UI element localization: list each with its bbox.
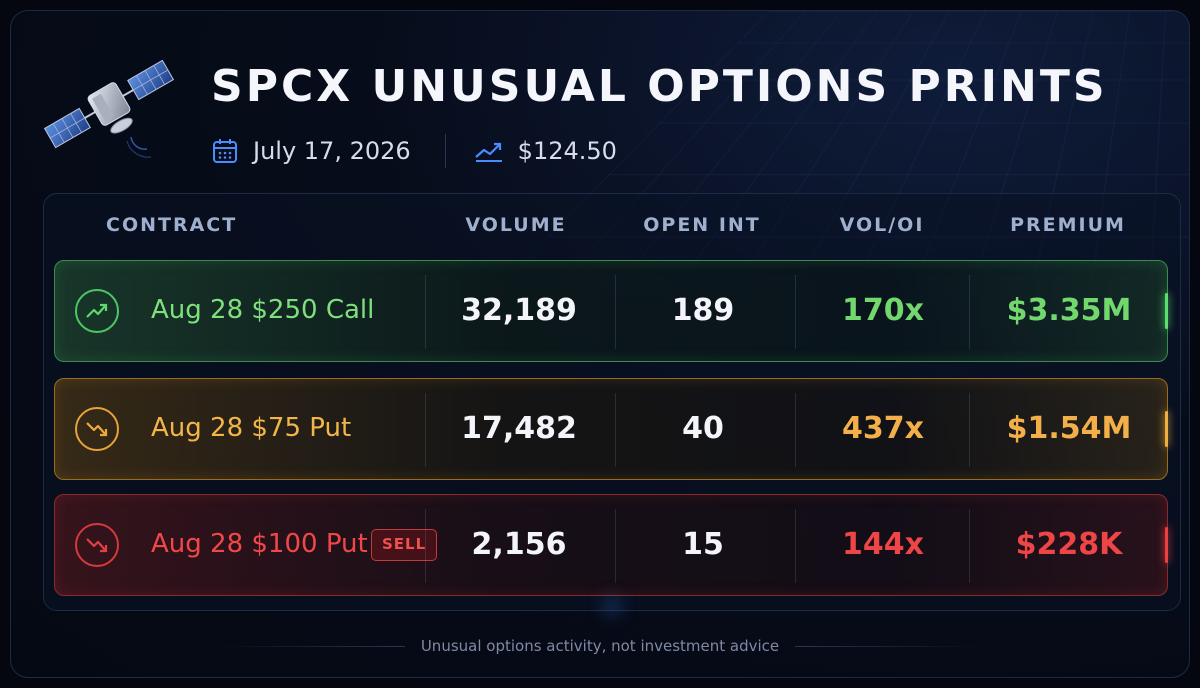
trend-up-icon — [75, 289, 119, 333]
volume-value: 32,189 — [461, 293, 577, 328]
price-text: $124.50 — [517, 137, 617, 165]
column-divider — [425, 393, 426, 467]
volume-value: 17,482 — [461, 411, 577, 446]
column-divider — [969, 509, 970, 583]
column-header-open-int: OPEN INT — [643, 214, 761, 236]
column-divider — [969, 275, 970, 349]
open-int-value: 189 — [671, 293, 735, 328]
card-frame: SPCX UNUSUAL OPTIONS PRINTS July 17, 202… — [10, 10, 1190, 678]
table-row[interactable]: Aug 28 $250 Call 32,189 189 170x $3.35M — [54, 260, 1168, 362]
column-header-vol-oi: VOL/OI — [839, 214, 925, 236]
table-header: CONTRACT VOLUME OPEN INT VOL/OI PREMIUM — [44, 214, 1180, 244]
column-divider — [795, 275, 796, 349]
column-divider — [425, 275, 426, 349]
column-divider — [425, 509, 426, 583]
footer: Unusual options activity, not investment… — [11, 637, 1189, 655]
column-divider — [615, 275, 616, 349]
footer-line-left — [214, 646, 405, 647]
premium-value: $3.35M — [1006, 293, 1132, 328]
row-edge-glow — [1165, 411, 1168, 447]
trend-line-icon — [474, 142, 502, 162]
trend-down-icon — [75, 407, 119, 451]
column-divider — [795, 393, 796, 467]
table-row[interactable]: Aug 28 $75 Put 17,482 40 437x $1.54M — [54, 378, 1168, 480]
column-header-contract: CONTRACT — [106, 214, 238, 236]
column-divider — [615, 509, 616, 583]
volume-value: 2,156 — [471, 527, 567, 562]
trend-down-icon — [75, 523, 119, 567]
vol-oi-value: 437x — [842, 411, 924, 446]
date-display: July 17, 2026 — [211, 137, 411, 165]
options-table: CONTRACT VOLUME OPEN INT VOL/OI PREMIUM … — [43, 193, 1181, 611]
page-title: SPCX UNUSUAL OPTIONS PRINTS — [211, 61, 1108, 112]
header-meta: July 17, 2026 $124.50 — [211, 133, 617, 169]
footer-line-right — [795, 646, 986, 647]
row-edge-glow — [1165, 527, 1168, 563]
contract-name: Aug 28 $75 Put — [151, 413, 352, 443]
table-row[interactable]: Aug 28 $100 Put SELL 2,156 15 144x $228K — [54, 494, 1168, 596]
calendar-icon — [213, 139, 237, 163]
vol-oi-value: 144x — [842, 527, 924, 562]
premium-value: $1.54M — [1006, 411, 1132, 446]
column-header-premium: PREMIUM — [1010, 214, 1126, 236]
sell-badge: SELL — [371, 529, 438, 561]
column-header-volume: VOLUME — [465, 214, 567, 236]
column-divider — [795, 509, 796, 583]
vol-oi-value: 170x — [842, 293, 924, 328]
premium-value: $228K — [1015, 527, 1123, 562]
satellite-icon — [43, 59, 175, 158]
column-divider — [615, 393, 616, 467]
contract-name: Aug 28 $100 Put — [151, 529, 368, 559]
price-display: $124.50 — [474, 137, 617, 165]
open-int-value: 15 — [682, 527, 724, 562]
open-int-value: 40 — [682, 411, 724, 446]
column-divider — [969, 393, 970, 467]
date-text: July 17, 2026 — [253, 137, 411, 165]
contract-name: Aug 28 $250 Call — [151, 295, 375, 325]
row-edge-glow — [1165, 293, 1168, 329]
disclaimer-text: Unusual options activity, not investment… — [420, 637, 780, 655]
meta-divider — [444, 134, 446, 168]
